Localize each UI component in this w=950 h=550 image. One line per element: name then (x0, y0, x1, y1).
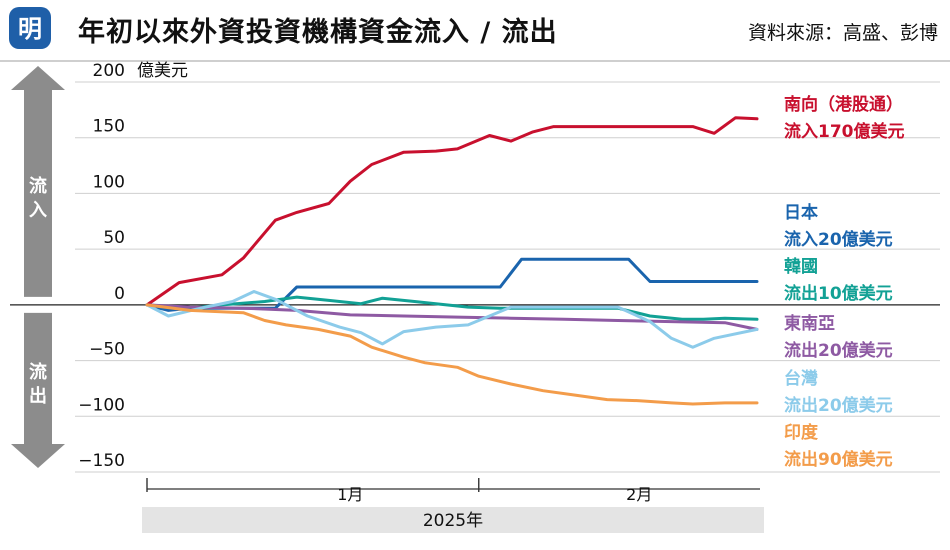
series-line-3 (145, 303, 759, 331)
newspaper-logo: 明 (9, 7, 51, 49)
y-tick-label: 50 (103, 228, 125, 248)
y-tick-label: −50 (89, 340, 125, 360)
outflow-arrow-label: 流 (29, 361, 47, 383)
series-label-line: 台灣 (784, 369, 818, 389)
y-tick-label: 0 (114, 284, 125, 304)
series-label-line: 印度 (784, 423, 818, 443)
x-tick-label: 1月 (337, 485, 363, 504)
series-label-line: 流出90億美元 (784, 450, 893, 470)
series-label-3: 東南亞流出20億美元 (784, 311, 893, 365)
series-label-4: 台灣流出20億美元 (784, 366, 893, 420)
x-axis-label: 2025年 (423, 511, 483, 531)
y-tick-label: 100 (93, 172, 125, 192)
series-line-4 (145, 290, 759, 349)
y-tick-label: 200 (93, 61, 125, 81)
series-label-line: 流出20億美元 (784, 396, 893, 416)
source-note: 資料來源：高盛、彭博 (747, 22, 938, 44)
inflow-arrow-label: 入 (29, 200, 47, 221)
y-unit-label: 億美元 (137, 61, 188, 81)
series-label-line: 韓國 (784, 257, 818, 277)
outflow-arrow-label: 出 (29, 385, 47, 407)
y-tick-label: 150 (93, 117, 125, 137)
series-label-line: 流入170億美元 (784, 122, 905, 142)
y-tick-label: −100 (78, 395, 125, 415)
y-tick-label: −150 (78, 451, 125, 471)
series-label-1: 日本流入20億美元 (784, 200, 893, 254)
series-label-line: 日本 (784, 203, 818, 223)
series-label-5: 印度流出90億美元 (784, 420, 893, 474)
series-label-0: 南向（港股通） 流入170億美元 (784, 92, 905, 146)
series-label-line: 流入20億美元 (784, 230, 893, 250)
title-divider (0, 60, 950, 62)
series-line-5 (145, 303, 759, 406)
x-axis-year-band (142, 507, 764, 533)
series-label-line: 流出10億美元 (784, 284, 893, 304)
series-label-line: 流出20億美元 (784, 341, 893, 361)
outflow-arrow (11, 312, 65, 468)
series-label-line: 東南亞 (784, 314, 835, 334)
x-tick-label: 2月 (626, 485, 652, 504)
inflow-arrow (11, 66, 65, 297)
series-label-2: 韓國流出10億美元 (784, 254, 893, 308)
chart-title: 年初以來外資投資機構資金流入 / 流出 (78, 17, 558, 48)
series-line-0 (145, 116, 759, 307)
logo-text: 明 (18, 15, 42, 43)
series-label-line: 南向（港股通） (784, 95, 903, 115)
inflow-arrow-label: 流 (29, 175, 47, 197)
